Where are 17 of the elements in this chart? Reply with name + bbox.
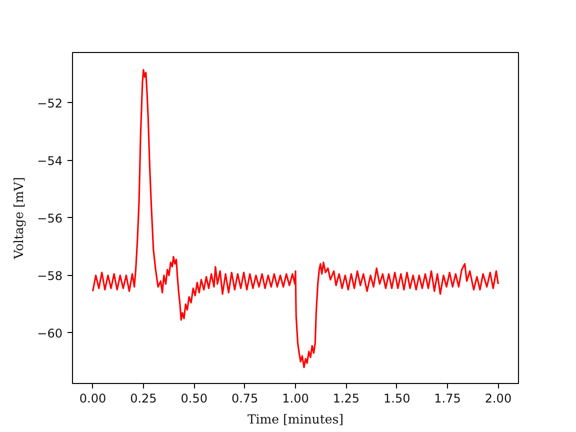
y-tick-label: −52 — [37, 96, 63, 110]
y-tick-label: −56 — [37, 211, 63, 226]
y-tick-label: −58 — [37, 268, 63, 283]
x-tick-label: 1.00 — [282, 392, 309, 406]
x-tick-label: 0.00 — [79, 392, 106, 406]
x-axis-title: Time [minutes] — [247, 412, 344, 426]
x-tick-label: 1.75 — [434, 392, 461, 406]
x-tick-label: 1.50 — [384, 392, 410, 406]
y-axis-title: Voltage [mV] — [11, 177, 26, 260]
y-tick-label: −54 — [37, 154, 63, 168]
x-tick-label: 0.25 — [130, 392, 157, 406]
line-series — [92, 68, 500, 368]
y-tick-label: −60 — [37, 326, 63, 340]
x-tick-label: 0.50 — [180, 392, 208, 406]
x-tick-label: 0.75 — [231, 392, 258, 406]
x-tick-label: 1.25 — [332, 392, 360, 406]
x-tick-label: 2.00 — [484, 392, 512, 406]
